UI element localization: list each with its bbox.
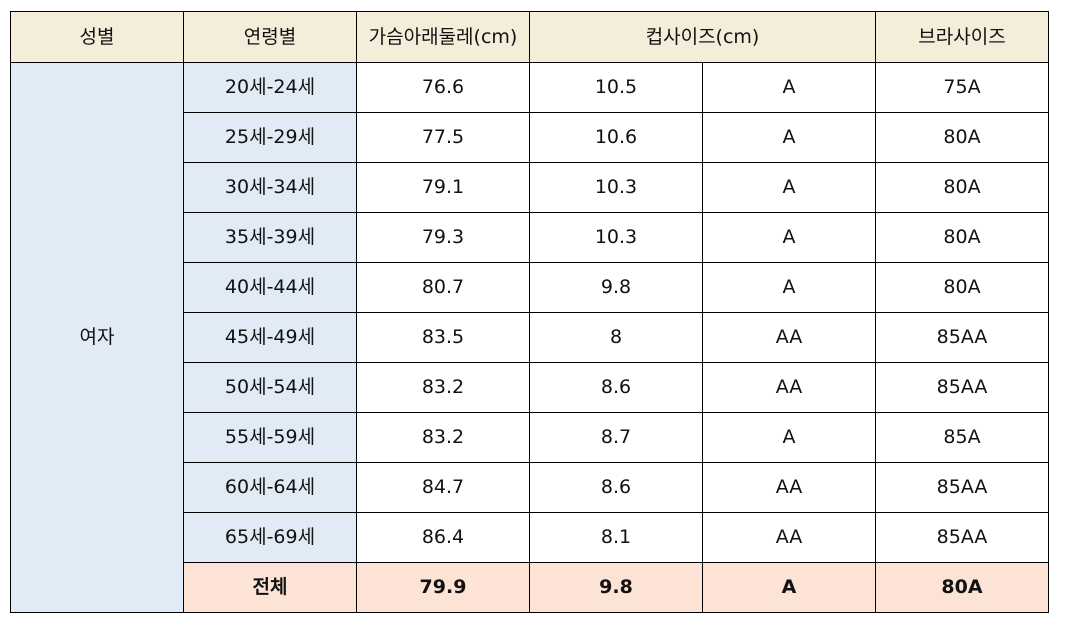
cup-letter-cell: AA [702, 512, 876, 563]
cup-letter-cell: A [702, 162, 876, 213]
total-cup-letter-cell: A [702, 562, 876, 613]
underbust-cell: 80.7 [356, 262, 530, 313]
cup-letter-cell: AA [702, 462, 876, 513]
cup-cm-cell: 8.1 [529, 512, 703, 563]
total-label-cell: 전체 [183, 562, 357, 613]
underbust-cell: 83.2 [356, 362, 530, 413]
age-group-cell: 35세-39세 [183, 212, 357, 263]
bra-size-cell: 85AA [875, 462, 1049, 513]
header-underbust: 가슴아래둘레(cm) [356, 11, 530, 63]
age-group-cell: 20세-24세 [183, 62, 357, 113]
cup-cm-cell: 8.6 [529, 362, 703, 413]
table-row: 25세-29세 77.5 10.6 A 80A [11, 112, 1049, 163]
cup-letter-cell: AA [702, 362, 876, 413]
header-cup-size: 컵사이즈(cm) [529, 11, 876, 63]
cup-letter-cell: A [702, 262, 876, 313]
table-row: 35세-39세 79.3 10.3 A 80A [11, 212, 1049, 263]
underbust-cell: 84.7 [356, 462, 530, 513]
header-row: 성별 연령별 가슴아래둘레(cm) 컵사이즈(cm) 브라사이즈 [10, 11, 1049, 63]
age-group-cell: 30세-34세 [183, 162, 357, 213]
age-group-cell: 65세-69세 [183, 512, 357, 563]
cup-cm-cell: 10.5 [529, 62, 703, 113]
cup-cm-cell: 10.3 [529, 212, 703, 263]
total-row: 전체 79.9 9.8 A 80A [11, 562, 1049, 613]
underbust-cell: 77.5 [356, 112, 530, 163]
total-cup-cm-cell: 9.8 [529, 562, 703, 613]
header-bra-size: 브라사이즈 [875, 11, 1049, 63]
bra-size-cell: 85AA [875, 312, 1049, 363]
cup-letter-cell: A [702, 62, 876, 113]
bra-size-cell: 80A [875, 112, 1049, 163]
table-row: 40세-44세 80.7 9.8 A 80A [11, 262, 1049, 313]
bra-size-table: 성별 연령별 가슴아래둘레(cm) 컵사이즈(cm) 브라사이즈 여자 20세-2… [10, 11, 1049, 613]
cup-letter-cell: A [702, 212, 876, 263]
underbust-cell: 79.3 [356, 212, 530, 263]
underbust-cell: 83.5 [356, 312, 530, 363]
cup-letter-cell: A [702, 112, 876, 163]
total-underbust-cell: 79.9 [356, 562, 530, 613]
header-gender: 성별 [10, 11, 184, 63]
table-row: 45세-49세 83.5 8 AA 85AA [11, 312, 1049, 363]
underbust-cell: 76.6 [356, 62, 530, 113]
age-group-cell: 60세-64세 [183, 462, 357, 513]
underbust-cell: 83.2 [356, 412, 530, 463]
table-row: 30세-34세 79.1 10.3 A 80A [11, 162, 1049, 213]
bra-size-cell: 85A [875, 412, 1049, 463]
table-row: 50세-54세 83.2 8.6 AA 85AA [11, 362, 1049, 413]
table-row: 55세-59세 83.2 8.7 A 85A [11, 412, 1049, 463]
cup-cm-cell: 8.7 [529, 412, 703, 463]
bra-size-cell: 80A [875, 212, 1049, 263]
gender-cell: 여자 [10, 62, 184, 613]
age-group-cell: 40세-44세 [183, 262, 357, 313]
table-row: 여자 20세-24세 76.6 10.5 A 75A [10, 62, 1049, 613]
table-row: 60세-64세 84.7 8.6 AA 85AA [11, 462, 1049, 513]
cup-cm-cell: 10.3 [529, 162, 703, 213]
table-body: 여자 20세-24세 76.6 10.5 A 75A 25세-29세 77.5 10.6 A 80A… [10, 62, 1049, 613]
cup-cm-cell: 9.8 [529, 262, 703, 313]
bra-size-cell: 80A [875, 162, 1049, 213]
cup-cm-cell: 8 [529, 312, 703, 363]
header-age-group: 연령별 [183, 11, 357, 63]
age-group-cell: 55세-59세 [183, 412, 357, 463]
cup-letter-cell: A [702, 412, 876, 463]
bra-size-cell: 75A [875, 62, 1049, 113]
age-group-cell: 50세-54세 [183, 362, 357, 413]
bra-size-cell: 85AA [875, 362, 1049, 413]
cup-letter-cell: AA [702, 312, 876, 363]
underbust-cell: 79.1 [356, 162, 530, 213]
age-group-cell: 25세-29세 [183, 112, 357, 163]
bra-size-cell: 80A [875, 262, 1049, 313]
bra-size-cell: 85AA [875, 512, 1049, 563]
underbust-cell: 86.4 [356, 512, 530, 563]
total-bra-size-cell: 80A [875, 562, 1049, 613]
cup-cm-cell: 10.6 [529, 112, 703, 163]
cup-cm-cell: 8.6 [529, 462, 703, 513]
age-group-cell: 45세-49세 [183, 312, 357, 363]
